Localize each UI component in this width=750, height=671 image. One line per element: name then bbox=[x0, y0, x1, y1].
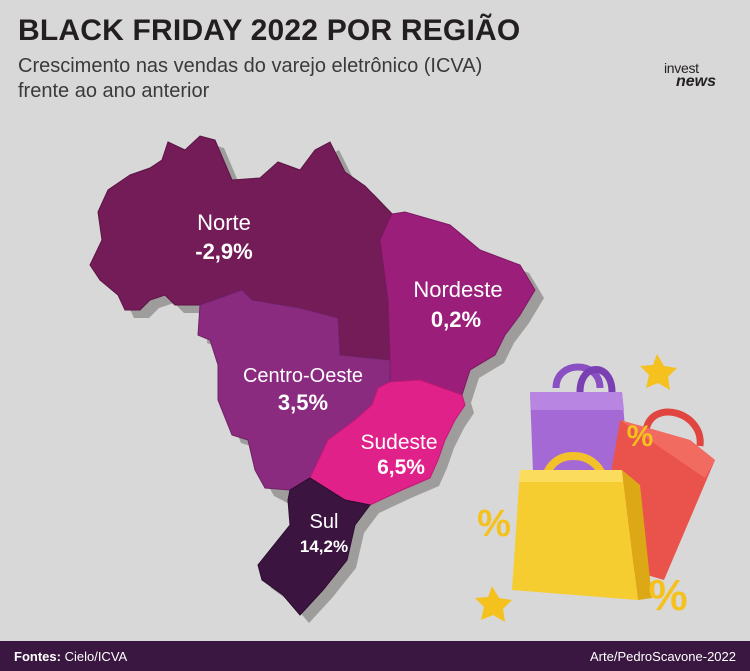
subtitle-line-2: frente ao ano anterior bbox=[18, 80, 210, 102]
percent-badge-icon: % bbox=[477, 503, 511, 545]
logo-text-invest: invest bbox=[664, 60, 699, 76]
region-value-sul: 14,2% bbox=[300, 537, 348, 556]
footer-bar: Fontes: Cielo/ICVA Arte/PedroScavone-202… bbox=[0, 641, 750, 671]
logo-text-news: news bbox=[676, 73, 717, 90]
region-value-nordeste: 0,2% bbox=[431, 307, 481, 332]
art-credit: Arte/PedroScavone-2022 bbox=[590, 649, 736, 664]
region-sul bbox=[257, 477, 371, 616]
map-title: BLACK FRIDAY 2022 POR REGIÃO bbox=[18, 14, 521, 47]
percent-badge-icon: % bbox=[648, 571, 687, 620]
subtitle-line-1: Crescimento nas vendas do varejo eletrôn… bbox=[18, 55, 483, 77]
region-value-centro-oeste: 3,5% bbox=[278, 390, 328, 415]
source-note: Fontes: Cielo/ICVA bbox=[14, 649, 127, 664]
source-value: Cielo/ICVA bbox=[64, 649, 128, 664]
region-label-norte: Norte bbox=[197, 210, 251, 235]
region-sudeste bbox=[309, 379, 466, 506]
region-nordeste bbox=[379, 211, 536, 396]
region-label-sul: Sul bbox=[310, 511, 339, 533]
map-subtitle: Crescimento nas vendas do varejo eletrôn… bbox=[18, 54, 658, 104]
yellow-shopping-bag-icon bbox=[512, 452, 652, 600]
region-value-sudeste: 6,5% bbox=[377, 456, 425, 479]
investnews-logo: invest news bbox=[664, 60, 734, 90]
shopping-bags-illustration: % % % bbox=[475, 354, 715, 622]
brazil-regions-map: Norte -2,9% Nordeste 0,2% Centro-Oeste 3… bbox=[89, 135, 715, 623]
region-label-sudeste: Sudeste bbox=[360, 431, 437, 454]
region-label-centro-oeste: Centro-Oeste bbox=[243, 365, 363, 387]
region-label-nordeste: Nordeste bbox=[413, 277, 502, 302]
star-icon bbox=[640, 354, 677, 390]
percent-badge-icon: % bbox=[627, 420, 654, 453]
region-value-norte: -2,9% bbox=[195, 239, 252, 264]
star-icon bbox=[475, 586, 512, 622]
source-label: Fontes: bbox=[14, 649, 61, 664]
